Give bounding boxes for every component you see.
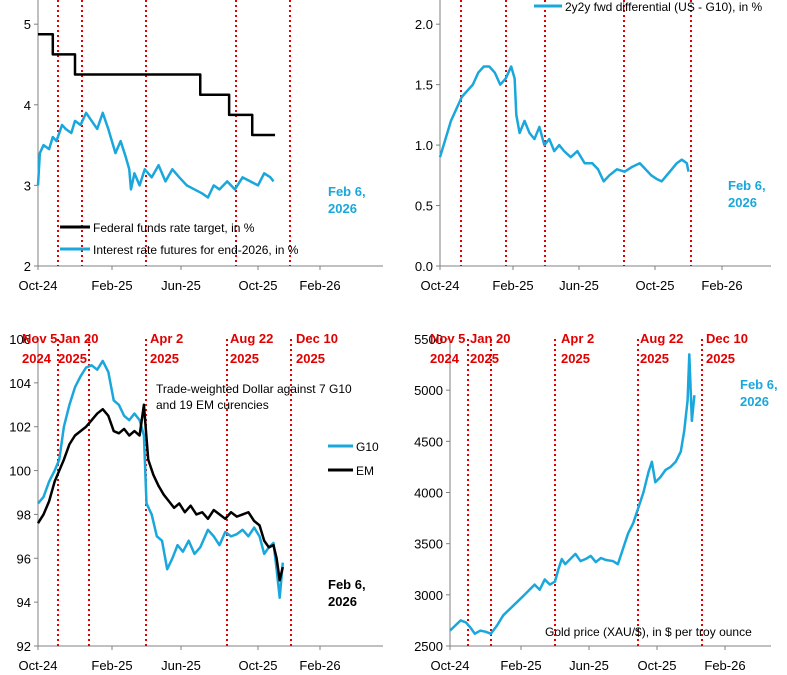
event-label-date: Dec 10 [296, 331, 338, 346]
x-tick-label: Feb-25 [492, 278, 533, 293]
event-label-year: 2025 [150, 351, 179, 366]
event-label-year: 2025 [640, 351, 669, 366]
trade-weighted-dollar-chart: 92 94 96 98 100 102 104 106 Oct-24 Feb-25 Jun-25 Oc… [9, 331, 383, 673]
event-label-date: Dec 10 [706, 331, 748, 346]
x-tick-label: Jun-25 [559, 278, 599, 293]
end-date-label: Feb 6, [328, 184, 366, 199]
series-line [438, 65, 690, 183]
x-tick-label: Feb-26 [299, 658, 340, 673]
event-label-year: 2025 [58, 351, 87, 366]
x-tick-label: Feb-26 [701, 278, 742, 293]
y-tick-label: 2 [24, 259, 31, 274]
y-tick-label: 1.0 [415, 138, 433, 153]
series-line [36, 403, 285, 582]
legend-label: 2y2y fwd differential (US - G10), in % [565, 0, 763, 14]
y-tick-label: 3500 [414, 537, 443, 552]
y-tick-label: 4 [24, 98, 31, 113]
y-tick-label: 2.0 [415, 17, 433, 32]
x-tick-label: Oct-24 [430, 658, 469, 673]
x-tick-label: Oct-25 [238, 658, 277, 673]
series-line [449, 353, 696, 635]
legend-label: EM [356, 464, 374, 478]
y-tick-label: 4000 [414, 486, 443, 501]
legend-label: Federal funds rate target, in % [93, 221, 255, 235]
y-tick-label: 2500 [414, 639, 443, 654]
chart-annotation: and 19 EM curencies [156, 398, 269, 412]
y-tick-label: 0.0 [415, 259, 433, 274]
x-tick-label: Feb-26 [704, 658, 745, 673]
x-tick-label: Jun-25 [161, 658, 201, 673]
x-tick-label: Feb-25 [91, 658, 132, 673]
y-tick-label: 3 [24, 178, 31, 193]
event-label-year: 2025 [230, 351, 259, 366]
chart-annotation: Trade-weighted Dollar against 7 G10 [156, 382, 352, 396]
event-label-date: Nov 5 [430, 331, 465, 346]
x-tick-label: Oct-24 [18, 278, 57, 293]
y-tick-label: 94 [17, 595, 31, 610]
x-tick-label: Jun-25 [161, 278, 201, 293]
y-tick-label: 92 [17, 639, 31, 654]
y-tick-label: 100 [9, 464, 31, 479]
event-label-year: 2024 [22, 351, 52, 366]
y-tick-label: 96 [17, 551, 31, 566]
x-tick-label: Oct-25 [635, 278, 674, 293]
x-tick-label: Feb-25 [91, 278, 132, 293]
end-date-label: Feb 6, [328, 577, 366, 592]
fed-rates-chart: 2 3 4 5 Oct-24 Feb-25 Jun-25 Oct-25 Feb-26 Federa… [18, 0, 383, 293]
yield-differential-chart: 0.0 0.5 1.0 1.5 2.0 Oct-24 Feb-25 Jun-25 Oct-25 F… [415, 0, 771, 293]
y-tick-label: 5000 [414, 383, 443, 398]
event-label-date: Apr 2 [150, 331, 183, 346]
legend-label: G10 [356, 440, 379, 454]
end-date-label: 2026 [728, 195, 757, 210]
event-label-date: Jan 20 [470, 331, 510, 346]
x-tick-label: Feb-25 [500, 658, 541, 673]
series-line [36, 111, 275, 199]
series-line [38, 33, 276, 137]
event-label-date: Aug 22 [230, 331, 273, 346]
y-tick-label: 1.5 [415, 78, 433, 93]
end-date-label: Feb 6, [740, 377, 778, 392]
x-tick-label: Feb-26 [299, 278, 340, 293]
series-line [37, 359, 285, 600]
y-tick-label: 4500 [414, 434, 443, 449]
gold-price-chart: 2500 3000 3500 4000 4500 5000 5500 Oct-24 Feb-25… [414, 331, 778, 673]
event-label-date: Jan 20 [58, 331, 98, 346]
end-date-label: 2026 [328, 594, 357, 609]
x-tick-label: Jun-25 [569, 658, 609, 673]
chart-annotation: Gold price (XAU/$), in $ per troy ounce [545, 625, 752, 639]
event-label-year: 2024 [430, 351, 460, 366]
y-tick-label: 102 [9, 420, 31, 435]
y-tick-label: 106 [9, 332, 31, 347]
x-tick-label: Oct-24 [18, 658, 57, 673]
x-tick-label: Oct-24 [420, 278, 459, 293]
y-tick-label: 0.5 [415, 199, 433, 214]
y-tick-label: 104 [9, 376, 31, 391]
x-tick-label: Oct-25 [637, 658, 676, 673]
x-tick-label: Oct-25 [238, 278, 277, 293]
y-tick-label: 5 [24, 17, 31, 32]
end-date-label: 2026 [740, 394, 769, 409]
event-label-year: 2025 [296, 351, 325, 366]
y-tick-label: 5500 [414, 332, 443, 347]
event-label-year: 2025 [470, 351, 499, 366]
y-tick-label: 3000 [414, 588, 443, 603]
event-label-date: Apr 2 [561, 331, 594, 346]
event-label-date: Nov 5 [22, 331, 57, 346]
event-label-year: 2025 [706, 351, 735, 366]
y-tick-label: 98 [17, 507, 31, 522]
legend-label: Interest rate futures for end-2026, in % [93, 243, 299, 257]
event-label-year: 2025 [561, 351, 590, 366]
end-date-label: 2026 [328, 201, 357, 216]
event-label-date: Aug 22 [640, 331, 683, 346]
end-date-label: Feb 6, [728, 178, 766, 193]
